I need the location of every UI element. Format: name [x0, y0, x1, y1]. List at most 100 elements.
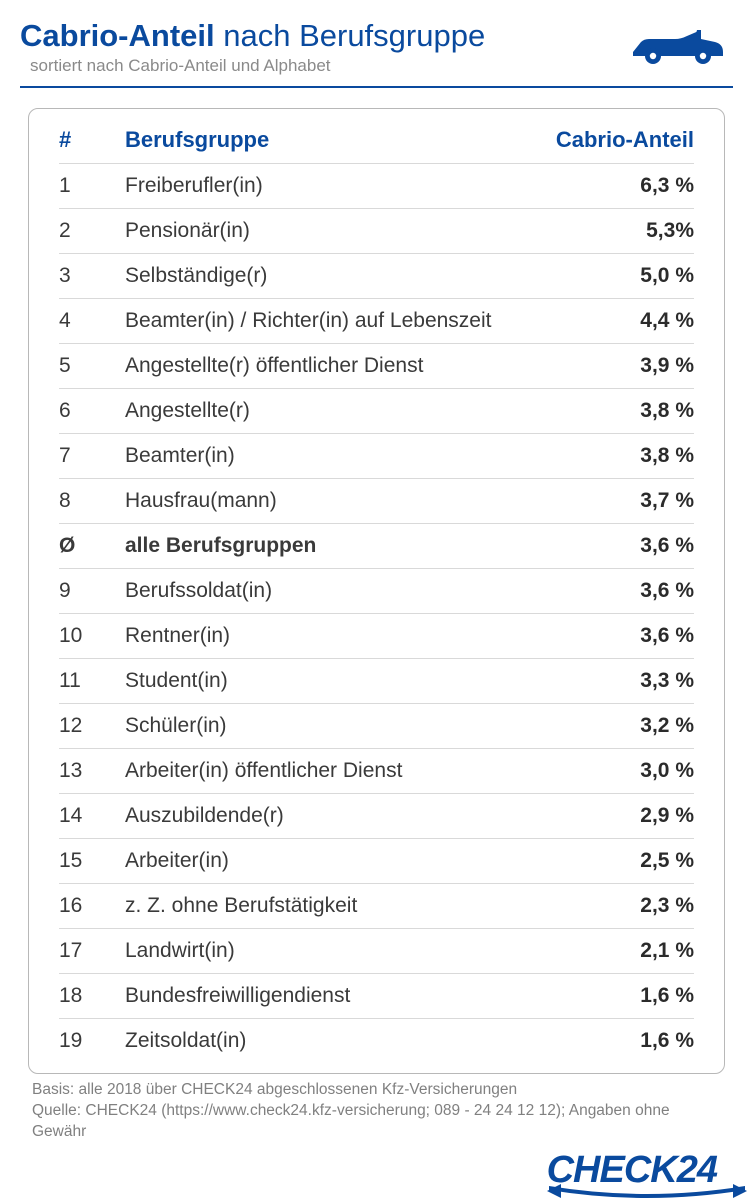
title-bold: Cabrio-Anteil — [20, 18, 215, 53]
cell-group: Schüler(in) — [125, 714, 534, 738]
table-row: 4Beamter(in) / Richter(in) auf Lebenszei… — [59, 298, 694, 343]
cell-rank: 2 — [59, 219, 125, 243]
cell-rank: 12 — [59, 714, 125, 738]
table-row: 19Zeitsoldat(in)1,6 % — [59, 1018, 694, 1063]
cell-group: Auszubildende(r) — [125, 804, 534, 828]
cell-group: Pensionär(in) — [125, 219, 534, 243]
cell-group: Beamter(in) / Richter(in) auf Lebenszeit — [125, 309, 534, 333]
cell-rank: 13 — [59, 759, 125, 783]
cell-rank: 11 — [59, 669, 125, 693]
cell-group: Berufssoldat(in) — [125, 579, 534, 603]
table-row: 13Arbeiter(in) öffentlicher Dienst3,0 % — [59, 748, 694, 793]
cell-rank: 17 — [59, 939, 125, 963]
cell-share: 5,3% — [534, 219, 694, 243]
title-rest: nach Berufsgruppe — [215, 18, 486, 53]
cell-group: Arbeiter(in) — [125, 849, 534, 873]
cell-group: Hausfrau(mann) — [125, 489, 534, 513]
cell-group: Selbständige(r) — [125, 264, 534, 288]
cell-share: 3,6 % — [534, 624, 694, 648]
cell-share: 3,6 % — [534, 579, 694, 603]
logo-swoosh-icon — [547, 1184, 747, 1198]
cell-share: 1,6 % — [534, 984, 694, 1008]
page-subtitle: sortiert nach Cabrio-Anteil und Alphabet — [20, 56, 485, 82]
cell-rank: 8 — [59, 489, 125, 513]
cell-share: 3,6 % — [534, 534, 694, 558]
cell-group: Freiberufler(in) — [125, 174, 534, 198]
col-header-share: Cabrio-Anteil — [534, 127, 694, 153]
cell-rank: 1 — [59, 174, 125, 198]
cell-share: 2,5 % — [534, 849, 694, 873]
col-header-group: Berufsgruppe — [125, 127, 534, 153]
table-row: 10Rentner(in)3,6 % — [59, 613, 694, 658]
logo-wrap: CHECK24 — [20, 1143, 733, 1192]
cell-rank: 3 — [59, 264, 125, 288]
table-row: 18Bundesfreiwilligendienst1,6 % — [59, 973, 694, 1018]
table-row: 17Landwirt(in)2,1 % — [59, 928, 694, 973]
footnotes: Basis: alle 2018 über CHECK24 abgeschlos… — [32, 1080, 721, 1143]
cell-group: Student(in) — [125, 669, 534, 693]
page-title: Cabrio-Anteil nach Berufsgruppe — [20, 18, 485, 54]
table-row: 8Hausfrau(mann)3,7 % — [59, 478, 694, 523]
table-row: 5Angestellte(r) öffentlicher Dienst3,9 % — [59, 343, 694, 388]
cell-group: Rentner(in) — [125, 624, 534, 648]
table-row: 2Pensionär(in)5,3% — [59, 208, 694, 253]
cell-share: 3,8 % — [534, 399, 694, 423]
col-header-rank: # — [59, 127, 125, 153]
table-row: 15Arbeiter(in)2,5 % — [59, 838, 694, 883]
table-row: 9Berufssoldat(in)3,6 % — [59, 568, 694, 613]
table-row: 12Schüler(in)3,2 % — [59, 703, 694, 748]
cell-rank: 9 — [59, 579, 125, 603]
header: Cabrio-Anteil nach Berufsgruppe sortiert… — [20, 18, 733, 88]
cell-share: 3,8 % — [534, 444, 694, 468]
table-row-average: Øalle Berufsgruppen3,6 % — [59, 523, 694, 568]
title-block: Cabrio-Anteil nach Berufsgruppe sortiert… — [20, 18, 485, 86]
footnote-basis: Basis: alle 2018 über CHECK24 abgeschlos… — [32, 1080, 721, 1101]
cell-rank: 15 — [59, 849, 125, 873]
cell-rank: 16 — [59, 894, 125, 918]
cell-rank: 5 — [59, 354, 125, 378]
cell-rank: 4 — [59, 309, 125, 333]
cell-rank: 7 — [59, 444, 125, 468]
cell-share: 3,0 % — [534, 759, 694, 783]
data-table: # Berufsgruppe Cabrio-Anteil 1Freiberufl… — [28, 108, 725, 1074]
table-row: 14Auszubildende(r)2,9 % — [59, 793, 694, 838]
cell-share: 3,3 % — [534, 669, 694, 693]
cell-group: Angestellte(r) — [125, 399, 534, 423]
cell-rank: Ø — [59, 534, 125, 558]
cell-group: Bundesfreiwilligendienst — [125, 984, 534, 1008]
cell-group: Beamter(in) — [125, 444, 534, 468]
footnote-source: Quelle: CHECK24 (https://www.check24.kfz… — [32, 1101, 721, 1143]
cell-group: Landwirt(in) — [125, 939, 534, 963]
cell-share: 2,3 % — [534, 894, 694, 918]
cell-rank: 19 — [59, 1029, 125, 1053]
table-row: 6Angestellte(r)3,8 % — [59, 388, 694, 433]
table-row: 3Selbständige(r)5,0 % — [59, 253, 694, 298]
cell-rank: 10 — [59, 624, 125, 648]
cell-share: 1,6 % — [534, 1029, 694, 1053]
cell-group: Angestellte(r) öffentlicher Dienst — [125, 354, 534, 378]
brand-logo: CHECK24 — [547, 1149, 717, 1192]
cell-share: 3,2 % — [534, 714, 694, 738]
cell-share: 3,9 % — [534, 354, 694, 378]
table-row: 7Beamter(in)3,8 % — [59, 433, 694, 478]
cell-share: 6,3 % — [534, 174, 694, 198]
cell-share: 2,9 % — [534, 804, 694, 828]
cell-share: 4,4 % — [534, 309, 694, 333]
cell-group: Arbeiter(in) öffentlicher Dienst — [125, 759, 534, 783]
cell-share: 5,0 % — [534, 264, 694, 288]
cell-share: 3,7 % — [534, 489, 694, 513]
cell-rank: 14 — [59, 804, 125, 828]
table-body: 1Freiberufler(in)6,3 %2Pensionär(in)5,3%… — [59, 163, 694, 1063]
cell-rank: 6 — [59, 399, 125, 423]
cell-group: Zeitsoldat(in) — [125, 1029, 534, 1053]
table-row: 16z. Z. ohne Berufstätigkeit2,3 % — [59, 883, 694, 928]
table-header: # Berufsgruppe Cabrio-Anteil — [59, 127, 694, 163]
cabrio-car-icon — [627, 24, 727, 71]
page-root: Cabrio-Anteil nach Berufsgruppe sortiert… — [0, 0, 753, 1202]
cell-share: 2,1 % — [534, 939, 694, 963]
cell-group: z. Z. ohne Berufstätigkeit — [125, 894, 534, 918]
table-row: 1Freiberufler(in)6,3 % — [59, 163, 694, 208]
table-row: 11Student(in)3,3 % — [59, 658, 694, 703]
cell-group: alle Berufsgruppen — [125, 534, 534, 558]
cell-rank: 18 — [59, 984, 125, 1008]
